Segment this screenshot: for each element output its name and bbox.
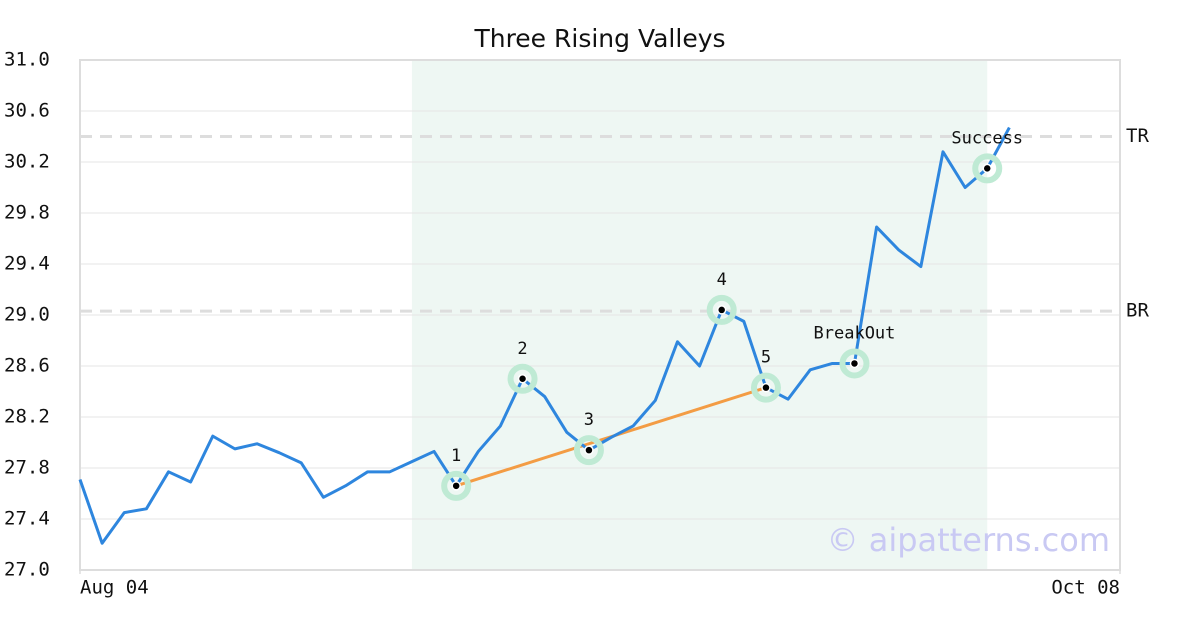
- y-tick-label: 27.8: [4, 457, 50, 479]
- level-label: TR: [1126, 125, 1149, 147]
- level-label: BR: [1126, 300, 1149, 322]
- y-tick-label: 27.4: [4, 508, 50, 530]
- point-halo: [441, 470, 472, 501]
- y-tick-label: 30.6: [4, 100, 50, 122]
- point-dot: [451, 481, 461, 491]
- point-dot: [517, 374, 528, 384]
- point-halo: [507, 363, 538, 394]
- plot-frame: [79, 59, 1121, 571]
- point-dot: [716, 305, 727, 315]
- y-tick-label: 29.0: [4, 304, 50, 326]
- annotation-label: 3: [584, 410, 594, 430]
- point-dot: [982, 163, 992, 174]
- x-tick-label: Oct 08: [1051, 577, 1120, 599]
- point-halo: [706, 294, 737, 325]
- y-tick-label: 28.2: [4, 406, 50, 428]
- point-halo: [972, 153, 1003, 184]
- y-tick-label: 28.6: [4, 355, 50, 377]
- point-halo: [573, 435, 604, 466]
- annotation-label: BreakOut: [814, 323, 896, 343]
- annotation-label: 2: [517, 339, 527, 359]
- annotation-label: 1: [451, 446, 461, 466]
- point-halo: [839, 348, 870, 379]
- y-tick-label: 27.0: [4, 559, 50, 581]
- watermark: © aipatterns.com: [827, 521, 1110, 559]
- chart-title: Three Rising Valleys: [473, 24, 725, 53]
- point-halo: [750, 372, 781, 403]
- annotation-label: Success: [951, 128, 1023, 148]
- point-dot: [584, 445, 594, 455]
- y-tick-label: 29.4: [4, 253, 50, 275]
- y-tick-label: 29.8: [4, 202, 50, 224]
- annotation-label: 5: [761, 348, 771, 368]
- annotation-label: 4: [717, 270, 727, 290]
- point-dot: [849, 358, 860, 369]
- x-tick-label: Aug 04: [80, 577, 149, 599]
- point-dot: [761, 382, 771, 393]
- y-tick-label: 31.0: [4, 49, 50, 71]
- y-tick-label: 30.2: [4, 151, 50, 173]
